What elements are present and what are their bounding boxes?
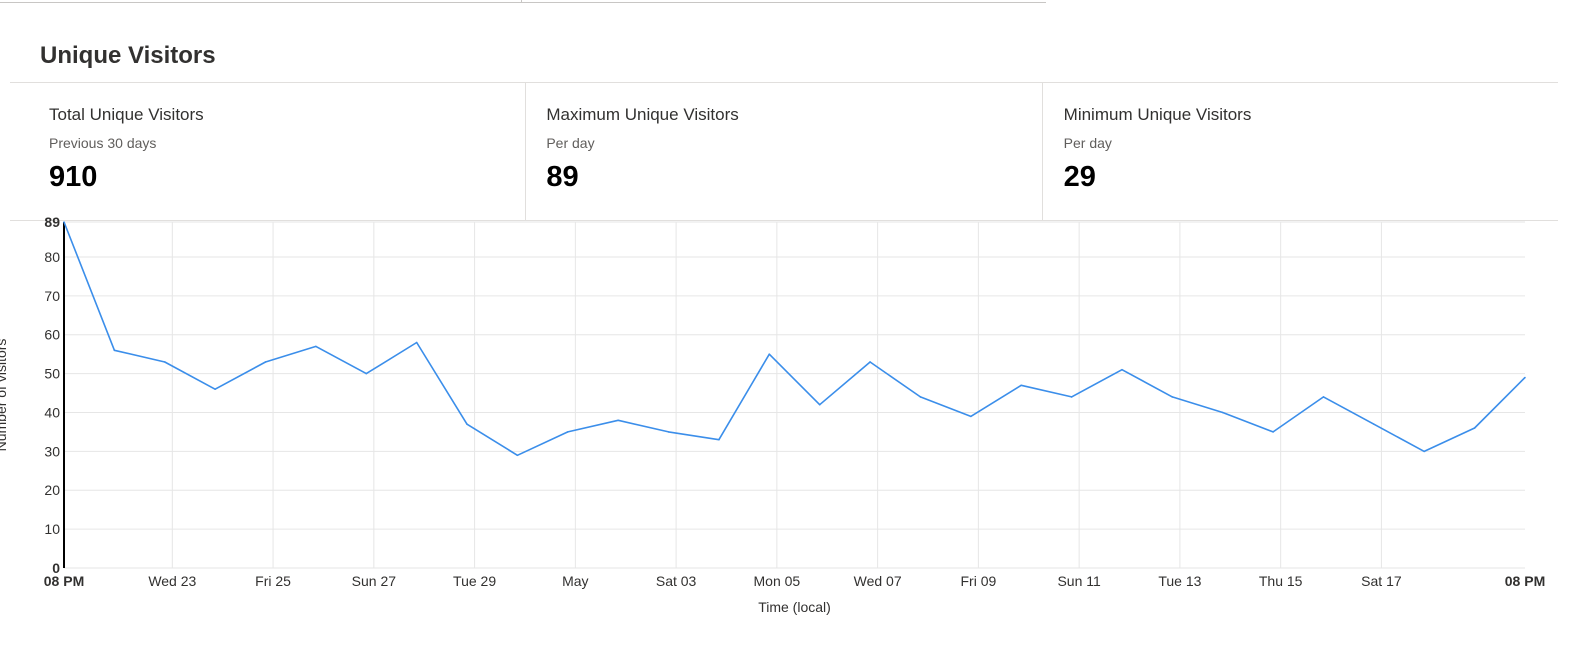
- x-tick-label: Mon 05: [754, 573, 801, 589]
- data-point: [113, 349, 116, 352]
- data-point: [163, 361, 166, 363]
- visitors-line-chart: 0 10 20 30 40 50 60 70 80 89 08 PM Wed 23 Fri 25 Sun…: [0, 214, 1545, 615]
- chart-series: [63, 221, 1526, 457]
- y-tick-label: 10: [44, 521, 60, 537]
- data-point: [970, 415, 972, 418]
- data-point: [63, 221, 65, 223]
- data-point: [1423, 450, 1426, 453]
- data-point: [466, 423, 468, 425]
- data-point: [818, 403, 821, 406]
- card-value: 910: [49, 161, 98, 193]
- page-title: Unique Visitors: [40, 42, 216, 69]
- x-tick-label: Sat 03: [656, 573, 697, 589]
- x-tick-label: 08 PM: [44, 573, 84, 589]
- data-point: [768, 353, 771, 355]
- max-visitors-card: Maximum Unique Visitors Per day 89: [526, 83, 1043, 220]
- top-divider-separator: [521, 0, 522, 3]
- y-axis-label: Number of visitors: [0, 339, 9, 452]
- x-axis-ticks: 08 PM Wed 23 Fri 25 Sun 27 Tue 29 May Sat 03 Mo…: [44, 573, 1545, 589]
- top-divider: [0, 0, 1046, 3]
- data-point: [1473, 427, 1476, 429]
- card-subtitle: Per day: [546, 135, 595, 151]
- card-subtitle: Previous 30 days: [49, 135, 157, 151]
- x-tick-label: Wed 23: [148, 573, 196, 589]
- y-tick-label: 20: [44, 482, 60, 498]
- y-tick-label: 0: [52, 560, 60, 576]
- y-axis-ticks: 0 10 20 30 40 50 60 70 80 89: [44, 214, 60, 576]
- min-visitors-card: Minimum Unique Visitors Per day 29: [1043, 83, 1558, 220]
- x-tick-label: Fri 09: [960, 573, 996, 589]
- data-point: [1373, 423, 1375, 425]
- x-tick-label: 08 PM: [1505, 573, 1545, 589]
- data-point: [1171, 396, 1174, 398]
- data-point: [869, 361, 871, 363]
- data-point: [617, 419, 619, 422]
- card-title: Maximum Unique Visitors: [546, 105, 739, 124]
- card-subtitle: Per day: [1063, 135, 1112, 151]
- x-tick-label: Sat 17: [1361, 573, 1402, 589]
- data-point: [516, 454, 519, 457]
- x-axis-label: Time (local): [758, 599, 831, 615]
- data-point: [1272, 431, 1274, 433]
- card-title: Total Unique Visitors: [49, 105, 204, 124]
- data-point: [718, 438, 720, 441]
- x-tick-label: May: [562, 573, 588, 589]
- y-tick-label: 70: [44, 288, 60, 304]
- data-point: [1322, 396, 1325, 398]
- card-value: 29: [1063, 161, 1096, 193]
- x-tick-label: Tue 29: [453, 573, 496, 589]
- x-tick-label: Thu 15: [1259, 573, 1303, 589]
- total-visitors-card: Total Unique Visitors Previous 30 days 9…: [10, 83, 527, 220]
- data-point: [1020, 384, 1023, 387]
- data-point: [214, 388, 216, 390]
- data-point: [365, 372, 368, 375]
- data-point: [264, 361, 267, 363]
- data-point: [1221, 411, 1224, 414]
- data-point: [315, 345, 317, 348]
- data-point: [1524, 376, 1526, 379]
- data-point: [1121, 368, 1123, 371]
- y-tick-label: 50: [44, 366, 60, 382]
- data-point: [667, 431, 670, 433]
- y-tick-label: 40: [44, 404, 60, 420]
- x-tick-label: Tue 13: [1158, 573, 1201, 589]
- x-tick-label: Sun 11: [1057, 573, 1101, 589]
- chart-grid: [63, 221, 1525, 569]
- y-tick-label: 30: [44, 443, 60, 459]
- summary-cards: Total Unique Visitors Previous 30 days 9…: [10, 82, 1558, 221]
- y-tick-label: 60: [44, 327, 60, 343]
- data-point: [919, 396, 922, 398]
- data-point: [566, 431, 569, 433]
- x-tick-label: Fri 25: [255, 573, 291, 589]
- series-line: [63, 221, 1526, 457]
- x-tick-label: Sun 27: [352, 573, 397, 589]
- card-title: Minimum Unique Visitors: [1063, 105, 1252, 124]
- y-tick-label: 80: [44, 249, 60, 265]
- y-tick-label: 89: [44, 214, 60, 230]
- data-point: [415, 341, 418, 344]
- data-point: [1070, 396, 1073, 398]
- x-tick-label: Wed 07: [854, 573, 902, 589]
- card-value: 89: [546, 161, 579, 193]
